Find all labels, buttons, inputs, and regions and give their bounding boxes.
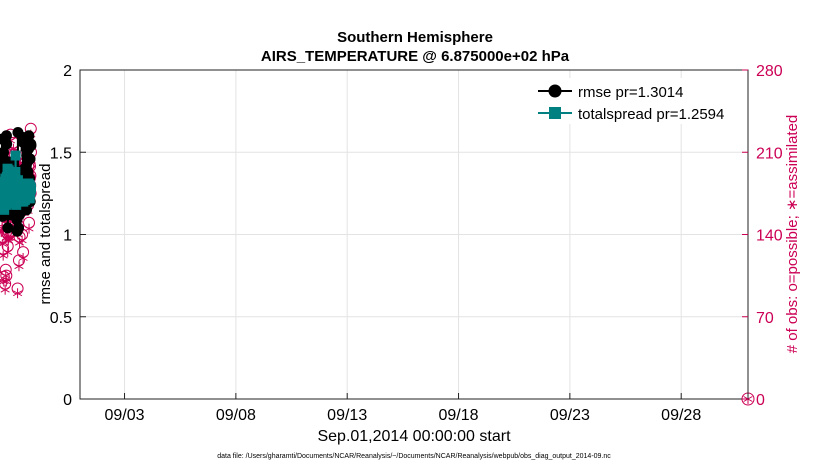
asterisk-stroke (1, 272, 11, 279)
y-tick-label: 0.5 (50, 310, 72, 327)
rmse-point (2, 222, 14, 234)
y-right-tick-label: 140 (756, 228, 783, 245)
obs-assimilated-point (17, 235, 27, 246)
asterisk-stroke (0, 252, 8, 259)
y-right-tick-label: 280 (756, 63, 783, 80)
rmse-point (24, 153, 36, 165)
totalspread-point (26, 183, 36, 194)
obs-assimilated-point (12, 288, 23, 299)
rmse-point (25, 140, 37, 152)
chart-subtitle: AIRS_TEMPERATURE @ 6.875000e+02 hPa (261, 48, 570, 65)
obs-assimilated-point (14, 261, 24, 272)
asterisk-stroke (0, 286, 10, 293)
legend-rmse-marker (548, 84, 562, 98)
obs-assimilated-point (3, 247, 13, 258)
y-right-tick-label: 70 (756, 310, 774, 327)
asterisk-stroke (14, 263, 24, 270)
y-right-tick-label: 0 (756, 392, 765, 409)
totalspread-point (10, 166, 21, 177)
y-axis-right-label: # of obs: o=possible; ∗=assimilated (784, 115, 801, 354)
x-axis-label: Sep.01,2014 00:00:00 start (317, 428, 511, 445)
rmse-point (13, 222, 25, 234)
legend-rmse-label: rmse pr=1.3014 (578, 84, 683, 101)
chart-title: Southern Hemisphere (337, 29, 493, 46)
y-axis-label: rmse and totalspread (37, 164, 54, 305)
data-file-footnote: data file: /Users/gharamti/Documents/NCA… (217, 453, 611, 460)
y-tick-label: 0 (63, 392, 72, 409)
y-right-tick-label: 210 (756, 145, 783, 162)
asterisk-stroke (12, 290, 23, 297)
legend-totalspread-label: totalspread pr=1.2594 (578, 106, 724, 123)
obs-assimilated-point (1, 270, 11, 281)
asterisk-stroke (3, 249, 13, 256)
axis-ticks: 0 0.5 1 1.5 2 0 70 140 210 280 09/03 09/08 09/13 09/1… (50, 63, 783, 424)
obs-assimilated-point (0, 250, 8, 261)
x-tick-label: 09/13 (327, 407, 367, 424)
obs-assimilated-point (0, 284, 10, 295)
rmse-point (0, 130, 12, 142)
asterisk-stroke (24, 225, 34, 232)
legend-box (533, 78, 745, 124)
grid-lines (80, 69, 748, 400)
rmse-point (1, 138, 13, 150)
legend: rmse pr=1.3014 totalspread pr=1.2594 (533, 78, 745, 124)
y-tick-label: 1 (63, 228, 72, 245)
x-tick-label: 09/18 (439, 407, 479, 424)
asterisk-stroke (18, 255, 28, 261)
x-tick-label: 09/08 (216, 407, 256, 424)
x-tick-label: 09/28 (661, 407, 701, 424)
y-tick-label: 2 (63, 63, 72, 80)
asterisk-stroke (17, 237, 27, 244)
totalspread-point (2, 198, 13, 209)
y-tick-label: 1.5 (50, 145, 72, 162)
obs-assimilated-point (24, 223, 34, 234)
legend-totalspread-marker (549, 107, 561, 119)
totalspread-point (10, 150, 21, 161)
x-tick-label: 09/23 (550, 407, 590, 424)
obs-assimilated-point (4, 233, 14, 244)
asterisk-stroke (8, 145, 19, 152)
obs-assimilated-point (18, 253, 28, 263)
asterisk-stroke (4, 235, 14, 241)
asterisk-stroke (1, 278, 11, 285)
rmse-point (23, 130, 35, 142)
x-tick-label: 09/03 (105, 407, 145, 424)
obs-assimilated-point (1, 276, 11, 287)
series-layer (0, 122, 755, 406)
